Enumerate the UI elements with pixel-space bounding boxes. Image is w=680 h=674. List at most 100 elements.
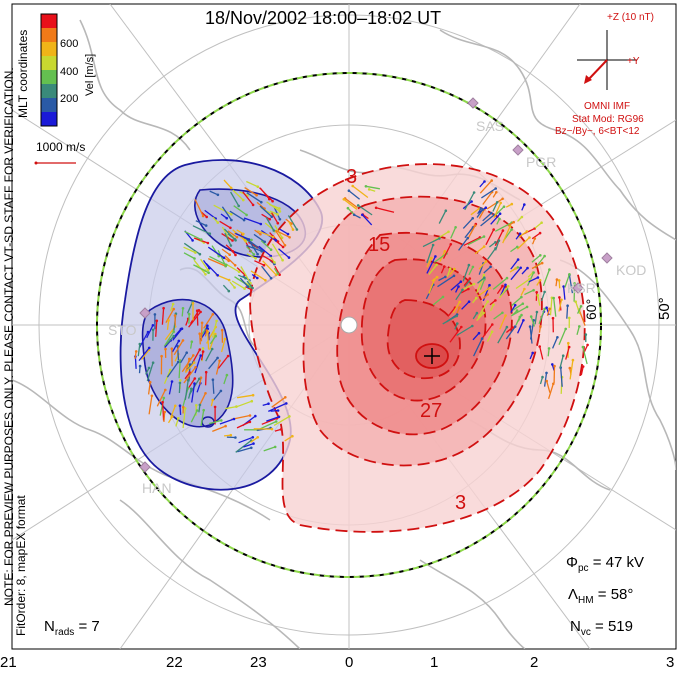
- velocity-vector-origin: [151, 361, 155, 365]
- velocity-vector: [547, 383, 554, 399]
- velocity-vector-origin: [581, 365, 585, 368]
- velocity-vector: [481, 187, 497, 199]
- velocity-vector: [193, 259, 207, 275]
- velocity-vector: [432, 296, 444, 306]
- velocity-vector-origin: [347, 189, 351, 192]
- station-markers: [139, 97, 613, 473]
- velocity-vector-origin: [472, 191, 476, 194]
- velocity-vector-origin: [254, 414, 257, 418]
- velocity-vector-origin: [489, 265, 492, 269]
- velocity-vector-origin: [520, 313, 523, 317]
- velocity-vector-origin: [545, 379, 548, 383]
- station-label-sas: SAS: [476, 118, 505, 134]
- velocity-vector-origin: [455, 314, 459, 318]
- velocity-vector-origin: [163, 410, 166, 414]
- velocity-vector: [196, 382, 201, 393]
- velocity-vector-origin: [486, 293, 490, 296]
- velocity-vector-origin: [269, 248, 273, 251]
- velocity-vector: [230, 191, 240, 207]
- velocity-vector: [271, 396, 286, 408]
- velocity-vector-origin: [263, 240, 267, 244]
- velocity-vector-origin: [504, 283, 507, 287]
- velocity-vector: [175, 418, 179, 427]
- velocity-vector: [229, 210, 245, 221]
- velocity-vector-origin: [194, 251, 197, 254]
- mlt-hour-22: 22: [166, 654, 183, 671]
- velocity-vector-origin: [488, 283, 491, 287]
- velocity-vector-origin: [538, 231, 542, 235]
- cross-polar-potential: Φpc = 47 kV: [566, 554, 644, 574]
- velocity-vector-origin: [461, 288, 464, 292]
- velocity-vector-origin: [430, 256, 433, 260]
- velocity-vector-origin: [480, 337, 484, 340]
- velocity-vector-origin: [199, 310, 202, 314]
- velocity-vector-origin: [274, 420, 278, 423]
- velocity-vector-origin: [271, 199, 274, 203]
- velocity-vector: [261, 417, 278, 425]
- velocity-vector: [225, 405, 237, 410]
- velocity-vector: [442, 315, 458, 325]
- velocity-vector: [558, 280, 561, 289]
- velocity-vector-origin: [579, 305, 583, 308]
- velocity-vector-origin: [447, 230, 450, 234]
- velocity-vector-origin: [172, 334, 175, 338]
- velocity-vector-origin: [545, 306, 548, 310]
- velocity-vector: [250, 270, 266, 281]
- velocity-vector: [166, 361, 179, 378]
- velocity-vector-origin: [470, 200, 473, 203]
- velocity-vector-origin: [195, 404, 198, 407]
- velocity-vector-origin: [214, 332, 217, 336]
- velocity-vector: [531, 262, 543, 270]
- velocity-vector-origin: [211, 313, 215, 316]
- velocity-vector: [253, 233, 266, 243]
- velocity-vector: [232, 189, 244, 201]
- velocity-vector-origin: [535, 310, 539, 314]
- velocity-vector: [569, 360, 574, 380]
- velocity-vector-origin: [216, 193, 220, 197]
- velocity-vector-origin: [237, 270, 241, 274]
- velocity-vector-origin: [471, 217, 475, 220]
- velocity-vector-origin: [267, 402, 270, 406]
- velocity-vector-origin: [172, 307, 175, 311]
- velocity-vector: [494, 240, 500, 251]
- velocity-vector: [468, 266, 474, 276]
- velocity-vector-origin: [225, 216, 228, 220]
- velocity-vector: [422, 237, 440, 248]
- velocity-vector: [287, 215, 298, 230]
- velocity-vectors: [134, 179, 589, 453]
- velocity-vector-origin: [568, 316, 571, 320]
- velocity-vector: [273, 415, 290, 426]
- velocity-vector-origin: [551, 363, 554, 366]
- velocity-vector: [500, 284, 507, 296]
- velocity-vector: [502, 226, 511, 244]
- velocity-vector: [497, 326, 508, 344]
- velocity-vector-origin: [556, 336, 559, 339]
- velocity-vector-origin: [246, 285, 250, 289]
- velocity-vector: [549, 297, 553, 316]
- velocity-vector-origin: [444, 209, 448, 212]
- velocity-vector-origin: [250, 446, 253, 450]
- velocity-vector-origin: [545, 371, 548, 375]
- colorbar-swatch: [41, 84, 57, 99]
- velocity-vector-origin: [278, 210, 282, 213]
- velocity-vector: [450, 227, 457, 239]
- velocity-vector: [576, 326, 580, 335]
- velocity-vector-origin: [547, 347, 551, 350]
- velocity-vector-origin: [270, 215, 274, 218]
- velocity-vector: [163, 331, 175, 347]
- velocity-vector-origin: [199, 354, 202, 357]
- velocity-vector: [262, 260, 277, 276]
- velocity-vector-origin: [566, 304, 569, 308]
- velocity-vector-origin: [535, 291, 538, 294]
- velocity-vector: [209, 333, 216, 351]
- velocity-vector: [450, 281, 462, 291]
- velocity-vector-origin: [482, 245, 486, 248]
- velocity-vector: [209, 335, 217, 345]
- velocity-vector: [517, 320, 524, 334]
- velocity-vector: [540, 291, 546, 302]
- velocity-vector-origin: [231, 239, 234, 242]
- imf-vector: [587, 59, 608, 81]
- velocity-vector: [183, 242, 201, 255]
- velocity-vector: [161, 402, 165, 421]
- velocity-vector: [146, 362, 154, 382]
